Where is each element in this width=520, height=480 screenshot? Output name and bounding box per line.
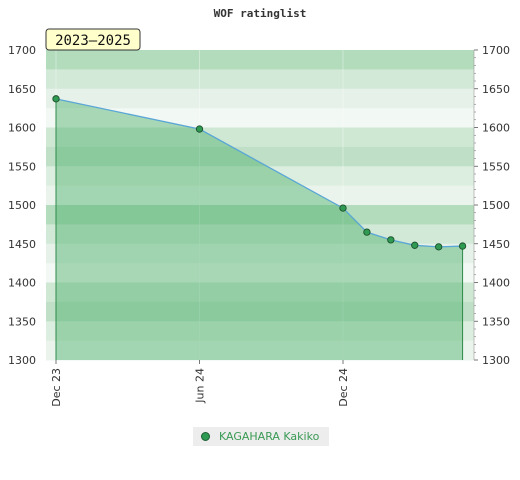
y-tick-label-right: 1350 bbox=[482, 315, 510, 328]
background-band bbox=[46, 88, 474, 109]
data-point bbox=[363, 228, 371, 236]
y-tick-label-right: 1450 bbox=[482, 238, 510, 251]
y-tick-label-left: 1700 bbox=[8, 44, 36, 57]
rating-line bbox=[55, 98, 463, 248]
background-bands bbox=[46, 50, 474, 361]
y-tick-label-right: 1600 bbox=[482, 122, 510, 135]
legend-series-name: KAGAHARA Kakiko bbox=[219, 430, 320, 443]
y-tick-label-right: 1500 bbox=[482, 199, 510, 212]
legend: KAGAHARA Kakiko bbox=[193, 427, 329, 446]
data-point bbox=[195, 125, 204, 133]
y-tick-label-left: 1500 bbox=[8, 199, 36, 212]
period-badge-label: 2023–2025 bbox=[55, 33, 131, 49]
background-band bbox=[46, 166, 474, 187]
chart-title: WOF ratinglist bbox=[214, 7, 307, 20]
rating-area-fill bbox=[56, 98, 463, 360]
y-tick-label-left: 1400 bbox=[8, 277, 36, 290]
y-tick-label-left: 1600 bbox=[8, 122, 36, 135]
data-point bbox=[339, 204, 347, 212]
y-tick-label-left: 1350 bbox=[8, 315, 36, 328]
y-tick-label-right: 1550 bbox=[482, 160, 510, 173]
data-point bbox=[387, 236, 395, 244]
data-point bbox=[52, 95, 60, 103]
background-band bbox=[46, 321, 474, 342]
y-tick-label-left: 1550 bbox=[8, 160, 36, 173]
background-band bbox=[46, 127, 474, 148]
y-tick-label-left: 1450 bbox=[8, 238, 36, 251]
data-point bbox=[458, 242, 467, 250]
y-tick-label-right: 1650 bbox=[482, 83, 510, 96]
data-point bbox=[411, 241, 419, 249]
data-point bbox=[435, 243, 443, 251]
x-tick-label: Dec 23 bbox=[50, 368, 63, 407]
background-band bbox=[46, 108, 474, 128]
background-band bbox=[46, 185, 474, 206]
y-tick-label-left: 1300 bbox=[8, 354, 36, 367]
background-band bbox=[46, 146, 474, 167]
data-points bbox=[52, 95, 467, 251]
y-axis-left: 1300 1350 1400 1450 1500 1550 1600 1650 1700 bbox=[8, 44, 36, 367]
x-tick-label: Dec 24 bbox=[337, 368, 350, 407]
y-tick-label-right: 1300 bbox=[482, 354, 510, 367]
period-badge: 2023–2025 bbox=[45, 28, 141, 51]
background-band bbox=[46, 263, 474, 283]
background-band bbox=[46, 69, 474, 90]
y-axis-right: 1300 1350 1400 1450 1500 1550 1600 1650 1700 bbox=[473, 44, 510, 367]
background-band bbox=[46, 243, 474, 264]
x-tick-label: Jun 24 bbox=[194, 368, 207, 404]
y-tick-label-right: 1700 bbox=[482, 44, 510, 57]
background-band bbox=[46, 205, 474, 225]
legend-marker-icon bbox=[201, 432, 210, 441]
background-band bbox=[46, 50, 474, 70]
y-tick-label-right: 1400 bbox=[482, 277, 510, 290]
background-band bbox=[46, 340, 474, 361]
y-tick-label-left: 1650 bbox=[8, 83, 36, 96]
x-axis: Dec 23 Jun 24 Dec 24 bbox=[50, 360, 350, 407]
background-band bbox=[46, 282, 474, 303]
background-band bbox=[46, 301, 474, 322]
